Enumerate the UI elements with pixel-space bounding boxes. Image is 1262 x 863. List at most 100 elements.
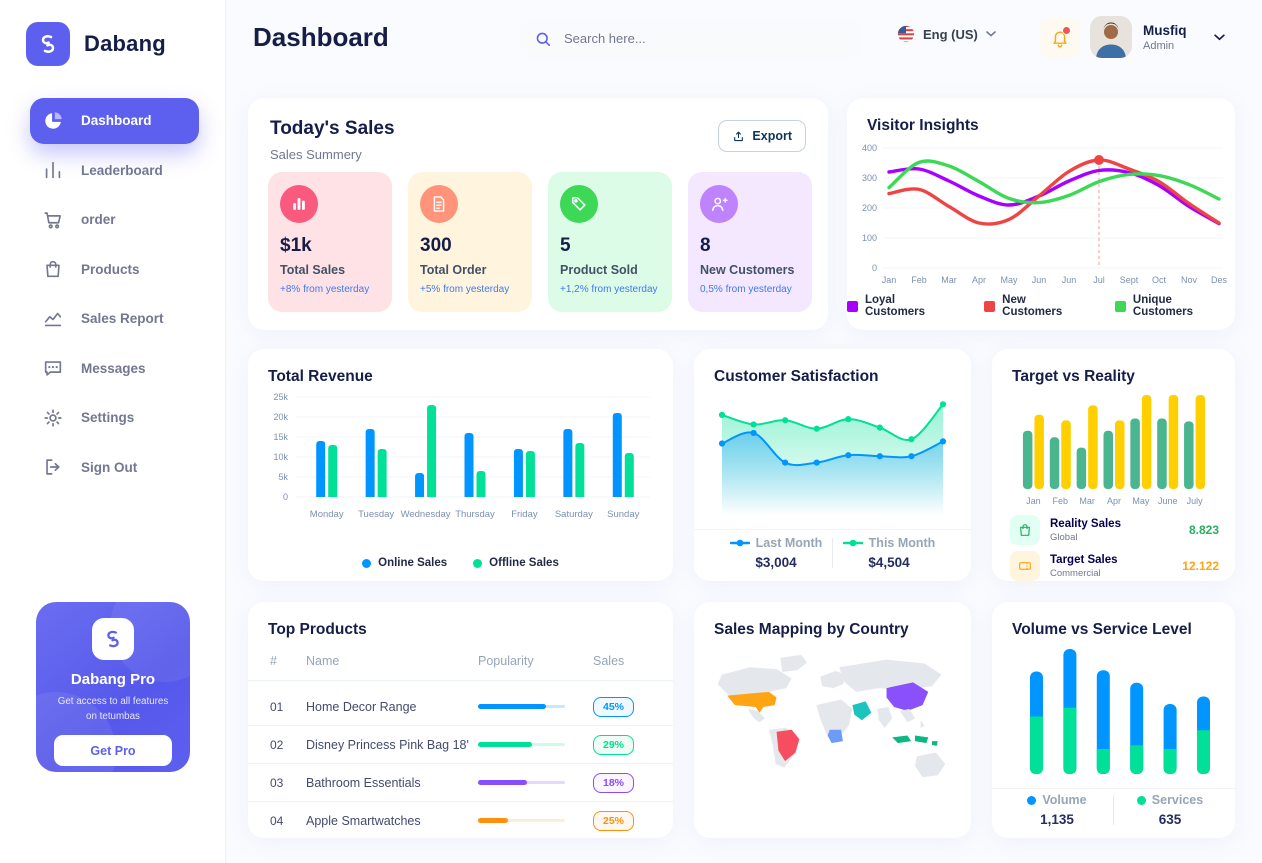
new-user-icon — [700, 185, 738, 223]
language-selector[interactable]: Eng (US) — [897, 25, 996, 43]
legend-sublabel: Commercial — [1050, 567, 1101, 579]
card-title: Visitor Insights — [867, 117, 979, 134]
svg-text:Feb: Feb — [1053, 496, 1069, 506]
user-menu[interactable]: Musfiq Admin — [1090, 16, 1225, 58]
country-indonesia — [914, 735, 929, 744]
svg-text:Apr: Apr — [1107, 496, 1121, 506]
sidebar-item-order[interactable]: order — [30, 197, 199, 243]
brand-logo-icon — [26, 22, 70, 66]
svg-text:Thursday: Thursday — [455, 509, 495, 520]
svg-text:Jan: Jan — [1026, 496, 1041, 506]
sidebar-item-products[interactable]: Products — [30, 246, 199, 292]
svg-text:0: 0 — [283, 492, 288, 502]
svg-text:Sunday: Sunday — [607, 509, 639, 520]
sidebar-item-messages[interactable]: Messages — [30, 345, 199, 391]
legend-loyal-customers: Loyal Customers — [847, 294, 958, 318]
sidebar-item-dashboard[interactable]: Dashboard — [30, 97, 199, 144]
export-button[interactable]: Export — [718, 120, 806, 152]
bar-chart-icon — [42, 159, 64, 181]
philippines — [920, 720, 925, 728]
svg-text:Jun: Jun — [1062, 275, 1077, 285]
svg-text:Nov: Nov — [1181, 275, 1198, 285]
export-label: Export — [752, 129, 792, 143]
target-vs-reality-card: Target vs Reality Jan Feb Mar Apr May June Jul… — [992, 349, 1235, 581]
sidebar-item-label: Leaderboard — [81, 162, 163, 178]
pro-title: Dabang Pro — [70, 671, 156, 688]
avatar — [1090, 16, 1132, 58]
svg-text:Jun: Jun — [1032, 275, 1047, 285]
search-bar[interactable] — [520, 19, 860, 58]
sidebar-item-leaderboard[interactable]: Leaderboard — [30, 147, 199, 193]
bag-icon — [42, 258, 64, 280]
divider — [992, 788, 1235, 789]
legend-new-customers: New Customers — [984, 294, 1089, 318]
legend-services: Services 635 — [1114, 793, 1226, 827]
country-brazil — [776, 729, 800, 762]
svg-text:Oct: Oct — [1152, 275, 1167, 285]
pie-chart-icon — [42, 110, 64, 132]
line-chart-icon — [42, 308, 64, 330]
popularity-bar — [478, 818, 565, 823]
svg-text:15k: 15k — [273, 432, 288, 442]
product-name: Bathroom Essentials — [306, 775, 421, 790]
message-icon — [42, 357, 64, 379]
australia — [914, 752, 946, 778]
sidebar-item-settings[interactable]: Settings — [30, 395, 199, 441]
card-title: Target vs Reality — [1012, 368, 1135, 385]
sidebar-item-label: Sign Out — [81, 459, 138, 475]
sales-badge: 45% — [593, 696, 635, 717]
get-pro-button[interactable]: Get Pro — [54, 735, 172, 767]
product-row-home-decor-range: 01 Home Decor Range 45% — [248, 688, 673, 726]
ticket-icon — [1010, 551, 1040, 581]
chart-icon — [280, 185, 318, 223]
stat-value: 5 — [560, 235, 571, 256]
legend-value: 12.122 — [1182, 559, 1219, 573]
volume-vs-service-legend: Volume 1,135 Services 635 — [992, 793, 1235, 827]
col-name: Name — [306, 654, 340, 668]
order-icon — [420, 185, 458, 223]
brand-name: Dabang — [84, 31, 166, 56]
svg-text:Saturday: Saturday — [555, 509, 593, 520]
chevron-down-icon — [986, 31, 996, 37]
stat-delta: +8% from yesterday — [280, 284, 370, 295]
legend-this-month: This Month $4,504 — [833, 536, 945, 570]
us-flag-icon — [897, 25, 915, 43]
india — [877, 707, 893, 728]
legend-divider — [832, 538, 833, 568]
sidebar-item-label: Sales Report — [81, 311, 164, 326]
product-name: Apple Smartwatches — [306, 813, 421, 828]
bag-icon — [1010, 515, 1040, 545]
search-input[interactable] — [562, 30, 846, 47]
chevron-down-icon — [1213, 33, 1225, 41]
sales-badge: 29% — [593, 734, 635, 755]
product-row-apple-smartwatches: 04 Apple Smartwatches 25% — [248, 802, 673, 839]
sidebar-item-sales-report[interactable]: Sales Report — [30, 296, 199, 342]
notifications-button[interactable] — [1040, 18, 1080, 58]
brand-logo[interactable]: Dabang — [26, 22, 166, 66]
legend-value: 8.823 — [1188, 523, 1219, 537]
tag-icon — [560, 185, 598, 223]
legend-label: Target Sales — [1050, 553, 1118, 566]
pro-description: Get access to all features on tetumbas — [57, 696, 169, 722]
product-number: 01 — [270, 699, 284, 714]
card-title: Customer Satisfaction — [714, 368, 879, 385]
legend-offline-sales: Offline Sales — [473, 557, 559, 569]
svg-text:400: 400 — [862, 143, 877, 153]
notification-badge — [1062, 26, 1071, 35]
svg-text:Sept: Sept — [1120, 275, 1139, 285]
total-revenue-chart: 0 5k 10k 15k 20k 25k Monday Tuesday Wednesday Thu… — [273, 392, 650, 520]
country-china — [886, 682, 929, 711]
stat-value: 300 — [420, 235, 452, 256]
stat-delta: +5% from yesterday — [420, 284, 510, 295]
svg-text:Mar: Mar — [941, 275, 957, 285]
stat-label: New Customers — [700, 263, 795, 277]
sidebar-item-sign-out[interactable]: Sign Out — [30, 444, 199, 490]
sidebar-nav: Dashboard Leaderboard order Products Sales R… — [0, 94, 225, 494]
sidebar-item-label: Dashboard — [81, 113, 152, 128]
card-title: Today's Sales — [270, 118, 395, 139]
stat-card-product-sold: 5 Product Sold +1,2% from yesterday — [548, 172, 672, 312]
card-subtitle: Sales Summery — [270, 147, 362, 162]
mexico — [748, 708, 766, 723]
country-saudi-arabia — [852, 701, 872, 721]
total-revenue-card: Total Revenue 0 5k 10k 15k 20k 25k Monday Tuesd… — [248, 349, 673, 581]
